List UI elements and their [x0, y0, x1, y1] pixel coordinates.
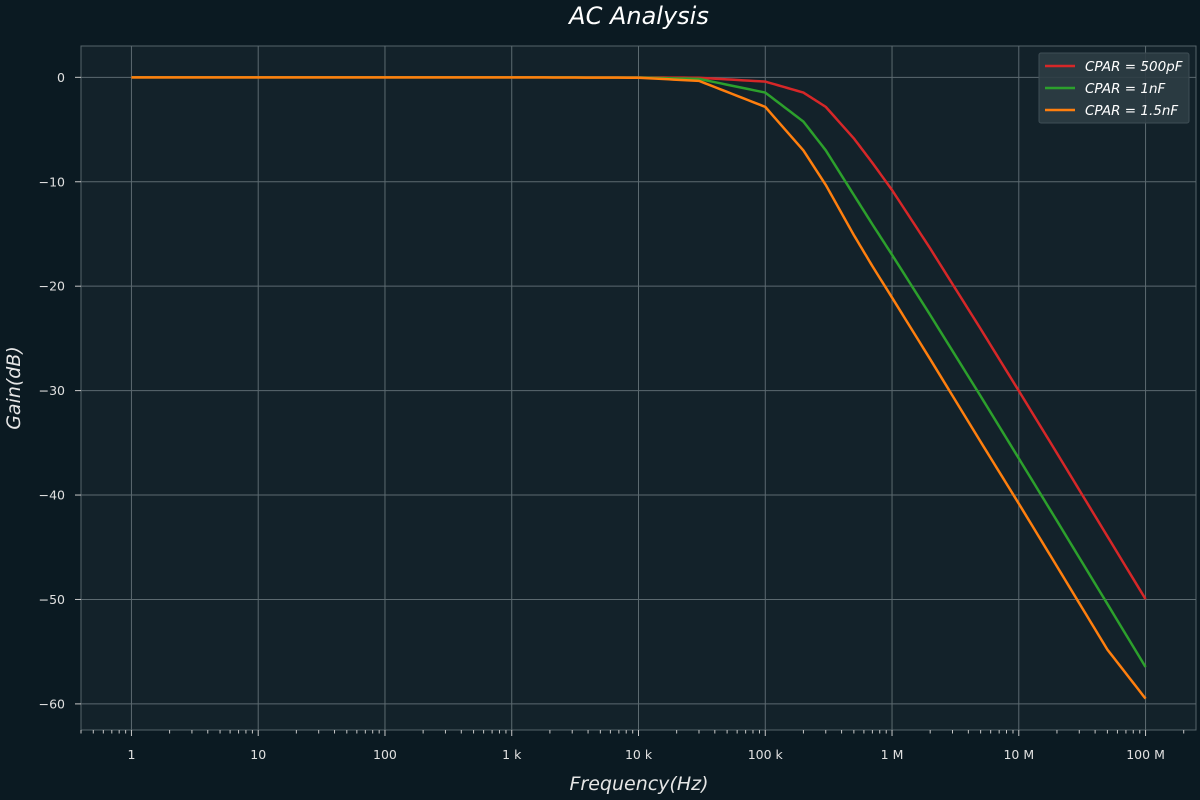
legend-label: CPAR = 500pF — [1085, 59, 1183, 75]
y-tick-label: −30 — [39, 383, 65, 398]
y-tick-label: −50 — [39, 592, 65, 607]
y-tick-label: −60 — [39, 696, 65, 711]
series-line-3 — [131, 76, 1147, 700]
legend-label: CPAR = 1nF — [1085, 81, 1166, 97]
x-axis-label: Frequency(Hz) — [569, 773, 708, 795]
x-tick-label: 10 k — [625, 747, 653, 762]
x-tick-label: 10 M — [1003, 747, 1034, 762]
y-tick-label: −10 — [39, 174, 65, 189]
y-tick-label: −40 — [39, 488, 65, 503]
y-tick-label: −20 — [39, 279, 65, 294]
x-tick-label: 100 M — [1126, 747, 1165, 762]
y-axis: 0 −10 −20 −30 −40 −50 −60 — [39, 70, 81, 711]
x-tick-label: 100 — [373, 747, 397, 762]
series-lines — [131, 76, 1147, 700]
chart-title: AC Analysis — [567, 2, 709, 30]
x-tick-label: 1 M — [881, 747, 904, 762]
legend-label: CPAR = 1.5nF — [1085, 103, 1178, 119]
x-tick-label: 1 — [127, 747, 135, 762]
x-axis: 1 10 100 1 k 10 k 100 k 1 M 10 M 100 M — [80, 730, 1185, 762]
x-tick-label: 1 k — [502, 747, 522, 762]
legend-box — [1038, 52, 1190, 124]
y-tick-label: 0 — [57, 70, 65, 85]
x-tick-label: 10 — [250, 747, 266, 762]
legend: CPAR = 500pF CPAR = 1nF CPAR = 1.5nF — [1038, 52, 1190, 124]
y-axis-label: Gain(dB) — [3, 346, 25, 430]
x-tick-label: 100 k — [748, 747, 784, 762]
